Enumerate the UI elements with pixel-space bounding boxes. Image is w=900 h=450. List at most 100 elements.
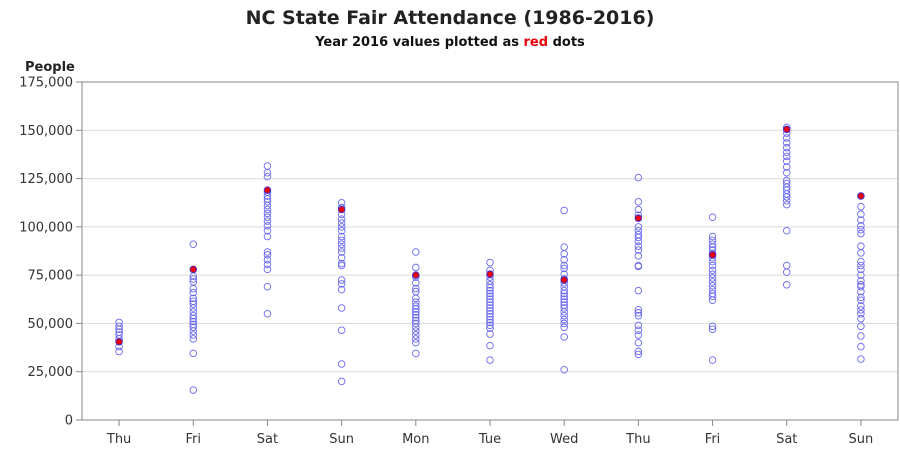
- historical-point: [560, 319, 568, 328]
- historical-point: [634, 246, 643, 254]
- historical-point: [857, 222, 865, 230]
- historical-point: [782, 169, 791, 177]
- historical-point: [634, 338, 643, 347]
- point-2016: [337, 205, 346, 214]
- historical-point: [782, 261, 791, 270]
- historical-point: [857, 210, 865, 219]
- historical-point: [486, 310, 494, 318]
- historical-point: [263, 213, 272, 221]
- historical-point: [560, 255, 568, 264]
- historical-point: [634, 237, 643, 246]
- historical-point: [263, 310, 272, 318]
- historical-point: [782, 268, 791, 276]
- x-tick-label: Sun: [849, 432, 874, 447]
- historical-point: [634, 205, 643, 214]
- historical-point: [263, 209, 272, 218]
- historical-point: [708, 270, 717, 278]
- historical-point: [486, 281, 494, 289]
- historical-point: [486, 298, 494, 306]
- historical-point: [189, 275, 198, 283]
- historical-point: [782, 143, 791, 152]
- historical-point: [412, 335, 420, 343]
- historical-point: [263, 197, 272, 206]
- historical-point: [782, 163, 791, 171]
- historical-point: [189, 304, 198, 312]
- historical-point: [857, 242, 865, 250]
- historical-point: [337, 219, 346, 227]
- historical-point: [708, 282, 717, 290]
- historical-point: [560, 323, 568, 332]
- historical-point: [337, 280, 346, 288]
- historical-point: [189, 311, 198, 320]
- historical-point: [560, 298, 568, 306]
- historical-point: [263, 205, 272, 214]
- x-tick-label: Tue: [478, 432, 501, 447]
- historical-point: [782, 152, 791, 161]
- historical-point: [857, 229, 865, 238]
- historical-point: [857, 282, 865, 291]
- historical-point: [560, 243, 568, 251]
- historical-point: [263, 260, 272, 269]
- historical-point: [412, 313, 420, 322]
- historical-point: [634, 309, 643, 317]
- historical-point: [560, 286, 568, 295]
- historical-point: [708, 325, 717, 333]
- historical-point: [412, 308, 420, 316]
- historical-point: [857, 226, 865, 234]
- point-2016: [782, 125, 791, 134]
- plot-frame: [81, 81, 899, 421]
- historical-point: [115, 318, 123, 327]
- historical-point: [337, 236, 346, 245]
- historical-point: [337, 276, 346, 284]
- chart-subtitle: Year 2016 values plotted as red dots: [0, 35, 900, 50]
- historical-point: [337, 377, 346, 386]
- historical-point: [337, 223, 346, 231]
- y-tick-label: 150,000: [19, 124, 73, 139]
- historical-point: [412, 323, 420, 332]
- historical-point: [189, 284, 198, 293]
- historical-point: [337, 215, 346, 223]
- historical-point: [634, 242, 643, 250]
- historical-point: [263, 248, 272, 256]
- y-tick-label: 0: [65, 414, 73, 429]
- historical-point: [486, 318, 494, 327]
- historical-point: [263, 265, 272, 274]
- x-tick-label: Wed: [550, 432, 578, 447]
- historical-point: [782, 197, 791, 205]
- subtitle-highlight-word: red: [523, 35, 549, 50]
- historical-point: [337, 326, 346, 334]
- historical-point: [857, 271, 865, 279]
- historical-point: [857, 296, 865, 305]
- historical-point: [189, 278, 198, 286]
- historical-point: [708, 240, 717, 248]
- historical-point: [634, 230, 643, 239]
- historical-point: [560, 282, 568, 291]
- historical-point: [412, 294, 420, 303]
- historical-point: [560, 304, 568, 312]
- historical-point: [337, 248, 346, 256]
- historical-point: [337, 244, 346, 252]
- point-2016: [857, 192, 865, 200]
- historical-point: [337, 360, 346, 368]
- y-axis-label: People: [25, 60, 75, 75]
- historical-point: [560, 301, 568, 309]
- historical-point: [560, 333, 568, 341]
- historical-point: [857, 314, 865, 323]
- historical-point: [263, 232, 272, 241]
- historical-point: [486, 324, 494, 333]
- point-2016: [263, 186, 272, 194]
- point-2016: [634, 214, 643, 222]
- historical-point: [412, 319, 420, 328]
- historical-point: [115, 322, 123, 331]
- x-tick-label: Thu: [625, 432, 650, 447]
- historical-point: [337, 304, 346, 312]
- historical-point: [782, 139, 791, 147]
- historical-point: [263, 255, 272, 264]
- historical-point: [412, 327, 420, 335]
- historical-point: [634, 252, 643, 260]
- historical-point: [486, 301, 494, 309]
- historical-point: [412, 263, 420, 272]
- historical-point: [857, 277, 865, 285]
- historical-point: [708, 261, 717, 270]
